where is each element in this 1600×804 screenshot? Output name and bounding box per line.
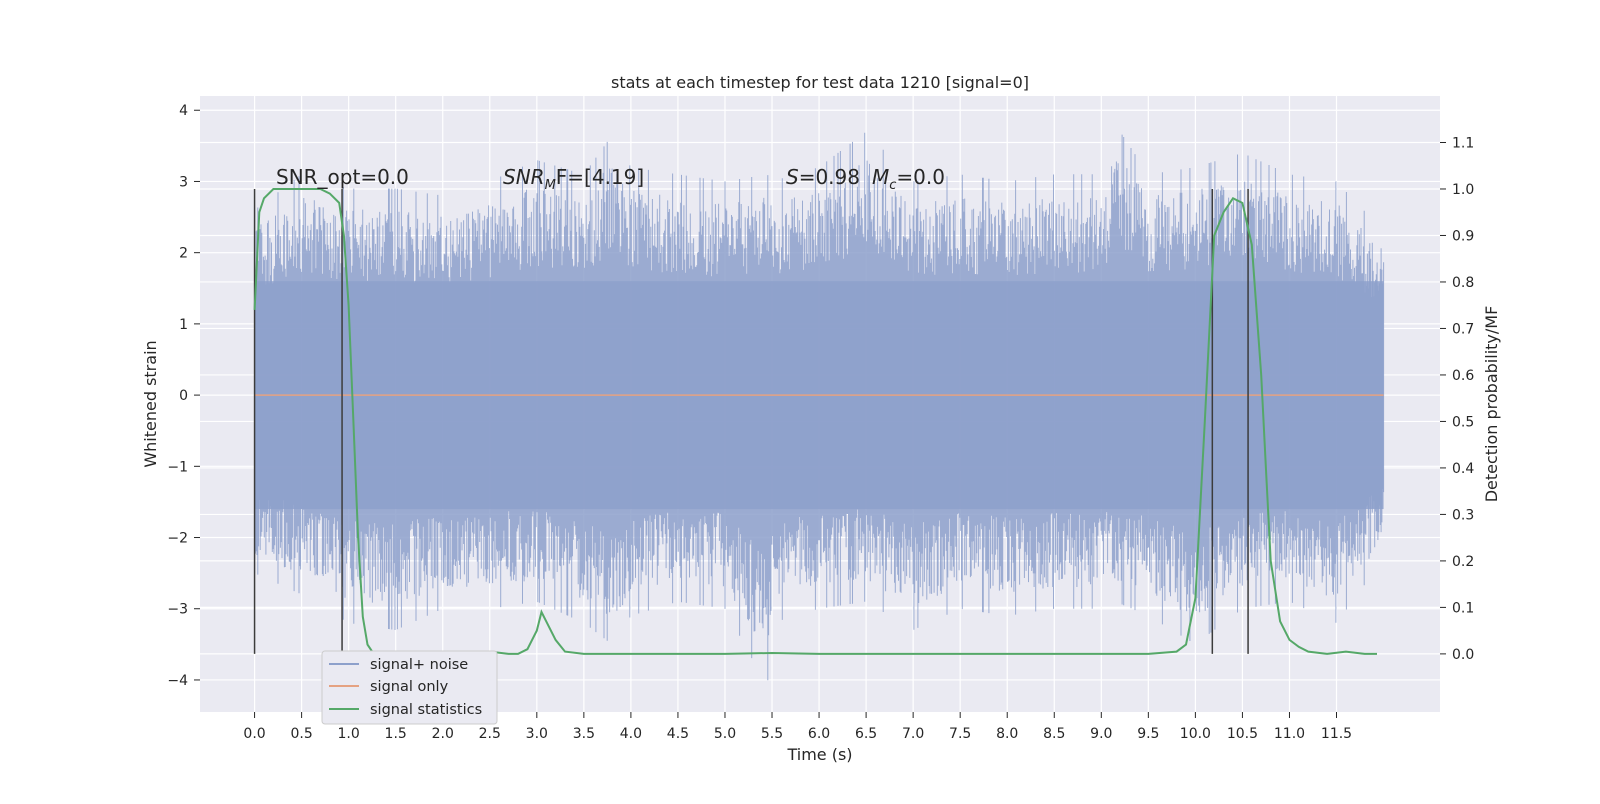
y-tick-label-7: 3 (179, 174, 188, 190)
legend-box (321, 650, 498, 725)
annotation-snr-mf: SNRMF=[4.19] (503, 165, 644, 193)
y2-tick-label-10: 1.0 (1452, 182, 1474, 198)
snr-mf-sub: M (545, 178, 556, 193)
x-tick-label-7: 3.5 (573, 726, 595, 742)
y-tick-label-4: 0 (179, 388, 188, 404)
x-tick-label-21: 10.5 (1227, 726, 1258, 742)
x-tick-label-20: 10.0 (1180, 726, 1211, 742)
x-tick-label-0: 0.0 (243, 726, 265, 742)
x-tick-label-1: 0.5 (290, 726, 312, 742)
x-tick-label-12: 6.0 (808, 726, 830, 742)
snr-mf-base: SNR (503, 165, 545, 189)
y2-tick-label-6: 0.6 (1452, 368, 1474, 384)
legend-label-signal: signal only (370, 679, 449, 695)
y2-tick-label-3: 0.3 (1452, 507, 1474, 523)
x-tick-label-9: 4.5 (667, 726, 689, 742)
stats-layer (253, 188, 1377, 655)
x-tick-label-17: 8.5 (1043, 726, 1065, 742)
y-tick-label-5: 1 (179, 317, 188, 333)
x-tick-label-15: 7.5 (949, 726, 971, 742)
x-tick-label-3: 1.5 (385, 726, 407, 742)
y2-tick-label-9: 0.9 (1452, 228, 1474, 244)
y-tick-label-8: 4 (179, 103, 188, 119)
annotation-snr-opt: SNR_opt=0.0 (276, 165, 409, 189)
y-tick-label-6: 2 (179, 246, 188, 262)
x-axis-ticks: 0.0 0.5 1.0 1.5 2.0 2.5 3.0 3.5 4.0 4.5 5.0 5.5 6.0 6… (243, 712, 1352, 742)
legend-label-stats: signal statistics (370, 702, 482, 718)
x-tick-label-19: 9.5 (1137, 726, 1159, 742)
x-tick-label-14: 7.0 (902, 726, 924, 742)
y2-tick-label-11: 1.1 (1452, 135, 1474, 151)
y-tick-label-2: −2 (167, 531, 188, 547)
mc-base: M (872, 165, 889, 189)
y2-axis-label: Detection probability/MF (1482, 306, 1501, 503)
x-tick-label-16: 8.0 (996, 726, 1018, 742)
y2-tick-label-8: 0.8 (1452, 275, 1474, 291)
y-axis-ticks: −4 −3 −2 −1 0 1 2 3 4 (167, 103, 200, 689)
s-value: =0.98 (799, 165, 860, 189)
s-part: S (786, 165, 799, 189)
x-tick-label-22: 11.0 (1274, 726, 1305, 742)
x-tick-label-6: 3.0 (526, 726, 548, 742)
y-tick-label-1: −3 (167, 602, 188, 618)
x-tick-label-4: 2.0 (432, 726, 454, 742)
x-tick-label-8: 4.0 (620, 726, 642, 742)
x-tick-label-10: 5.0 (714, 726, 736, 742)
x-tick-label-23: 11.5 (1321, 726, 1352, 742)
annotation-s-mc: S=0.98 Mc=0.0 (786, 165, 945, 193)
y2-tick-label-4: 0.4 (1452, 461, 1474, 477)
y2-axis-ticks: 0.0 0.1 0.2 0.3 0.4 0.5 0.6 0.7 0.8 0.9 1.0 1.1 (1440, 135, 1474, 663)
y2-tick-label-0: 0.0 (1452, 647, 1474, 663)
x-tick-label-2: 1.0 (338, 726, 360, 742)
x-tick-label-18: 9.0 (1090, 726, 1112, 742)
x-tick-label-5: 2.5 (479, 726, 501, 742)
y2-tick-label-5: 0.5 (1452, 414, 1474, 430)
legend-label-noise: signal+ noise (370, 657, 468, 673)
y2-tick-label-1: 0.1 (1452, 600, 1474, 616)
y2-tick-label-7: 0.7 (1452, 321, 1474, 337)
x-axis-label: Time (s) (786, 745, 852, 764)
y2-tick-label-2: 0.2 (1452, 554, 1474, 570)
mc-sub: c (889, 178, 896, 193)
chart-title: stats at each timestep for test data 121… (611, 73, 1029, 92)
mc-value: =0.0 (896, 165, 945, 189)
series-signal-statistics (253, 188, 1377, 655)
y-tick-label-3: −1 (167, 459, 188, 475)
legend: signal+ noise signal only signal statist… (321, 650, 498, 725)
y-tick-label-0: −4 (167, 673, 188, 689)
snr-mf-rest: F=[4.19] (556, 165, 644, 189)
x-tick-label-13: 6.5 (855, 726, 877, 742)
y-axis-label: Whitened strain (141, 340, 160, 467)
x-tick-label-11: 5.5 (761, 726, 783, 742)
